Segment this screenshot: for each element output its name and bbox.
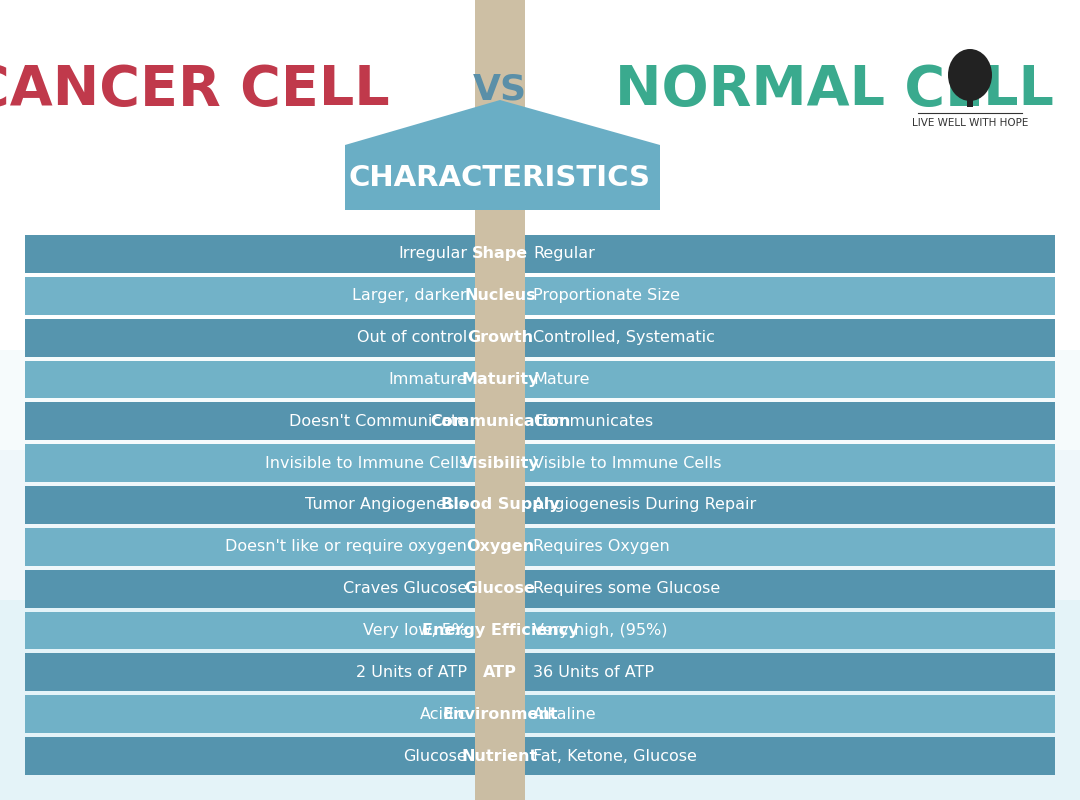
Text: Larger, darker: Larger, darker (352, 288, 467, 303)
Polygon shape (345, 100, 660, 210)
Ellipse shape (948, 49, 993, 101)
FancyBboxPatch shape (25, 444, 475, 482)
Text: Environment: Environment (442, 706, 557, 722)
Text: Blood Supply: Blood Supply (441, 498, 559, 513)
FancyBboxPatch shape (25, 318, 475, 357)
FancyBboxPatch shape (25, 361, 475, 398)
FancyBboxPatch shape (525, 486, 1055, 524)
Text: NORMAL CELL: NORMAL CELL (615, 63, 1054, 117)
FancyBboxPatch shape (525, 570, 1055, 608)
FancyBboxPatch shape (25, 486, 475, 524)
FancyBboxPatch shape (525, 654, 1055, 691)
FancyBboxPatch shape (0, 450, 1080, 600)
Text: Requires Oxygen: Requires Oxygen (534, 539, 670, 554)
Text: Irregular: Irregular (397, 246, 467, 262)
Text: Nucleus: Nucleus (464, 288, 536, 303)
Text: Controlled, Systematic: Controlled, Systematic (534, 330, 715, 345)
Text: Tumor Angiogenesis: Tumor Angiogenesis (305, 498, 467, 513)
Text: Out of control: Out of control (356, 330, 467, 345)
Text: Doesn't Communicate: Doesn't Communicate (288, 414, 467, 429)
Text: Glucose: Glucose (403, 749, 467, 763)
FancyBboxPatch shape (25, 695, 475, 733)
Text: Requires some Glucose: Requires some Glucose (534, 581, 720, 596)
FancyBboxPatch shape (25, 235, 475, 273)
FancyBboxPatch shape (25, 612, 475, 650)
FancyBboxPatch shape (0, 350, 1080, 450)
Text: Fat, Ketone, Glucose: Fat, Ketone, Glucose (534, 749, 697, 763)
FancyBboxPatch shape (0, 600, 1080, 800)
Text: VS: VS (473, 73, 527, 107)
Text: Angiogenesis During Repair: Angiogenesis During Repair (534, 498, 756, 513)
Text: Maturity: Maturity (461, 372, 539, 387)
FancyBboxPatch shape (525, 444, 1055, 482)
Text: Regular: Regular (534, 246, 595, 262)
Text: CANCER CELL: CANCER CELL (0, 63, 390, 117)
FancyBboxPatch shape (525, 318, 1055, 357)
FancyBboxPatch shape (525, 277, 1055, 314)
Text: Invisible to Immune Cells: Invisible to Immune Cells (265, 456, 467, 470)
Text: Proportionate Size: Proportionate Size (534, 288, 680, 303)
FancyBboxPatch shape (25, 570, 475, 608)
Text: 36 Units of ATP: 36 Units of ATP (534, 665, 654, 680)
Text: Shape: Shape (472, 246, 528, 262)
Text: Craves Glucose: Craves Glucose (342, 581, 467, 596)
FancyBboxPatch shape (25, 528, 475, 566)
Text: Alkaline: Alkaline (534, 706, 596, 722)
FancyBboxPatch shape (525, 235, 1055, 273)
FancyBboxPatch shape (525, 737, 1055, 775)
Text: Visible to Immune Cells: Visible to Immune Cells (534, 456, 721, 470)
Text: Communicates: Communicates (534, 414, 653, 429)
Text: Very high, (95%): Very high, (95%) (534, 623, 667, 638)
Text: Growth: Growth (467, 330, 534, 345)
Text: Mature: Mature (534, 372, 590, 387)
FancyBboxPatch shape (525, 402, 1055, 440)
Text: ATP: ATP (483, 665, 517, 680)
FancyBboxPatch shape (25, 402, 475, 440)
FancyBboxPatch shape (525, 361, 1055, 398)
FancyBboxPatch shape (25, 737, 475, 775)
Text: Doesn't like or require oxygen: Doesn't like or require oxygen (225, 539, 467, 554)
FancyBboxPatch shape (967, 89, 973, 107)
FancyBboxPatch shape (475, 0, 525, 800)
Text: Immature: Immature (389, 372, 467, 387)
Text: Very low, 5%: Very low, 5% (363, 623, 467, 638)
FancyBboxPatch shape (525, 695, 1055, 733)
Text: Energy Efficiency: Energy Efficiency (421, 623, 578, 638)
Text: LIVE WELL WITH HOPE: LIVE WELL WITH HOPE (912, 118, 1028, 128)
Text: CHARACTERISTICS: CHARACTERISTICS (349, 163, 651, 191)
Text: 2 Units of ATP: 2 Units of ATP (356, 665, 467, 680)
Text: Visibility: Visibility (461, 456, 539, 470)
Text: Oxygen: Oxygen (465, 539, 535, 554)
Text: Communication: Communication (430, 414, 570, 429)
FancyBboxPatch shape (525, 528, 1055, 566)
FancyBboxPatch shape (25, 654, 475, 691)
FancyBboxPatch shape (525, 612, 1055, 650)
Text: Acidic: Acidic (419, 706, 467, 722)
FancyBboxPatch shape (25, 277, 475, 314)
Text: Glucose: Glucose (464, 581, 536, 596)
Text: Nutrient: Nutrient (462, 749, 538, 763)
